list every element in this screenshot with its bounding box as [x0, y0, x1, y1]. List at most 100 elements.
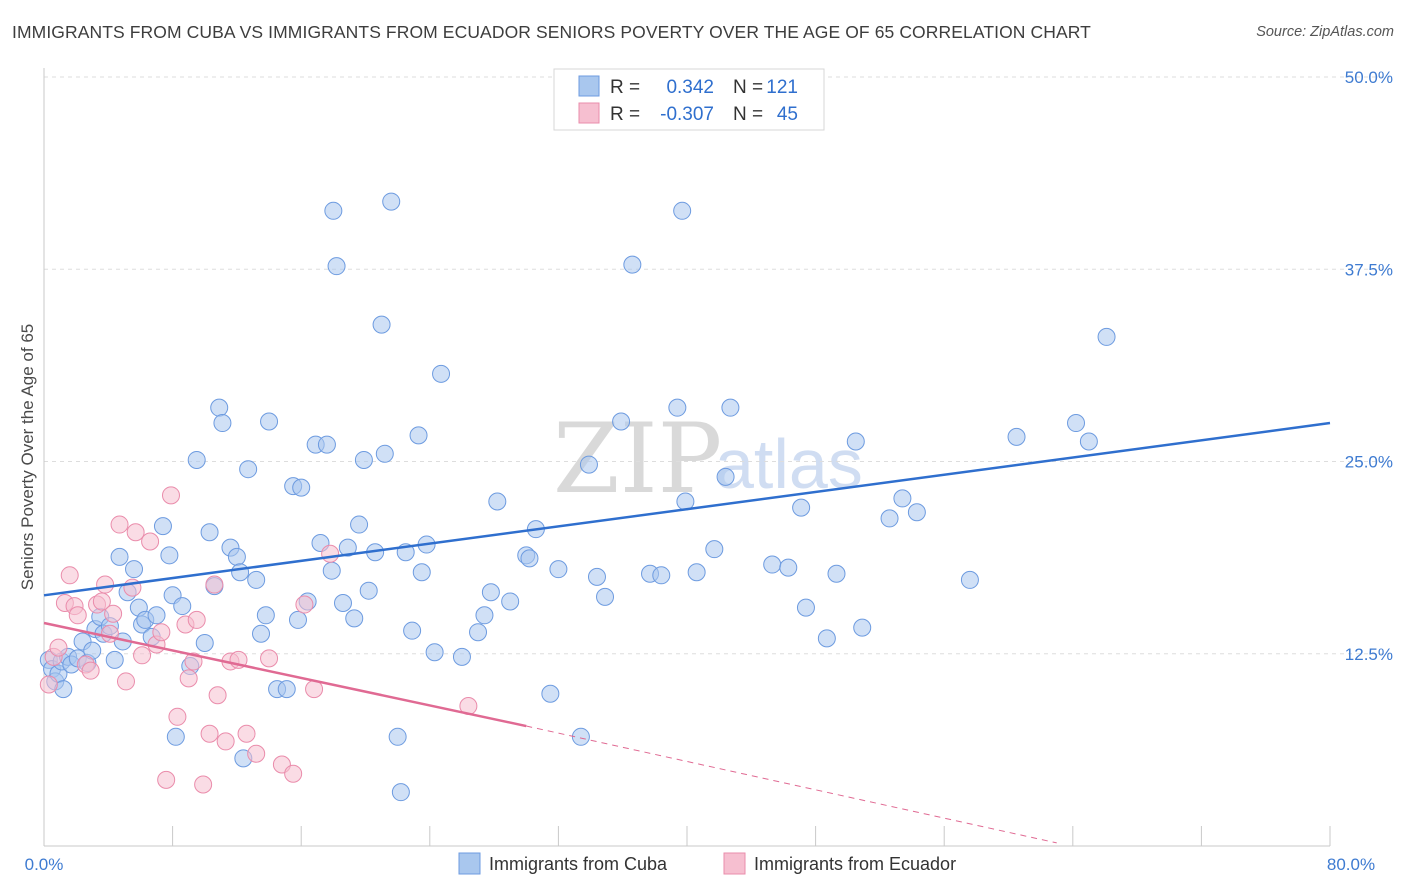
legend-r-label-cuba: R =	[610, 77, 640, 98]
cuba-point	[247, 570, 266, 589]
y-tick-label: 50.0%	[1345, 68, 1393, 87]
legend-swatch-ecuador	[578, 102, 600, 124]
source-label: Source: ZipAtlas.com	[1256, 24, 1394, 40]
cuba-point	[827, 564, 846, 583]
cuba-point	[960, 570, 979, 589]
cuba-point	[687, 563, 706, 582]
legend-r-value-cuba: 0.342	[666, 77, 714, 98]
ecuador-point	[208, 686, 227, 705]
cuba-point	[388, 727, 407, 746]
cuba-point	[153, 517, 172, 536]
cuba-point	[668, 398, 687, 417]
cuba-point	[425, 643, 444, 662]
cuba-point	[288, 610, 307, 629]
cuba-point	[166, 727, 185, 746]
cuba-point	[817, 629, 836, 648]
cuba-point	[375, 444, 394, 463]
x-tick-label-max: 80.0%	[1327, 855, 1375, 874]
chart-title: IMMIGRANTS FROM CUBA VS IMMIGRANTS FROM …	[12, 22, 1091, 42]
cuba-point	[187, 450, 206, 469]
cuba-point	[469, 623, 488, 642]
watermark: ZIP atlas	[553, 403, 863, 515]
ecuador-point	[116, 672, 135, 691]
y-tick-label: 12.5%	[1345, 645, 1393, 664]
ecuador-point	[152, 623, 171, 642]
legend-n-value-ecuador: 45	[777, 104, 798, 125]
legend-r-value-ecuador: -0.307	[660, 104, 714, 125]
cuba-point	[520, 549, 539, 568]
ecuador-point	[161, 486, 180, 505]
ecuador-point	[205, 575, 224, 594]
cuba-point	[1079, 432, 1098, 451]
cuba-point	[125, 560, 144, 579]
cuba-point	[350, 515, 369, 534]
cuba-point	[587, 567, 606, 586]
cuba-point	[716, 467, 735, 486]
trend-lines	[43, 421, 1331, 844]
ecuador-point	[187, 610, 206, 629]
bottom-legend-swatch-ecuador	[723, 852, 746, 875]
cuba-point	[213, 414, 232, 433]
cuba-point	[763, 555, 782, 574]
ecuador-point	[194, 775, 213, 794]
ecuador-point	[260, 649, 279, 668]
bottom-legend-label-ecuador: Immigrants from Ecuador	[754, 854, 956, 874]
y-tick-label: 25.0%	[1345, 453, 1393, 472]
cuba-point	[501, 592, 520, 611]
y-tick-label: 37.5%	[1345, 260, 1393, 279]
ecuador-point	[104, 604, 123, 623]
cuba-point	[541, 684, 560, 703]
ecuador-point	[100, 624, 119, 643]
ecuador-point	[168, 707, 187, 726]
ecuador-point	[49, 638, 68, 657]
cuba-point	[160, 546, 179, 565]
cuba-point	[359, 581, 378, 600]
trend-line-ecuador	[43, 621, 527, 728]
ecuador-point	[110, 515, 129, 534]
legend-n-value-cuba: 121	[766, 77, 798, 98]
cuba-point	[853, 618, 872, 637]
bottom-legend-swatch-cuba	[458, 852, 481, 875]
x-tick-label-min: 0.0%	[25, 855, 64, 874]
ecuador-point	[216, 732, 235, 751]
watermark-atlas: atlas	[715, 425, 863, 503]
cuba-point	[256, 606, 275, 625]
cuba-point	[1067, 414, 1086, 433]
cuba-point	[596, 587, 615, 606]
cuba-point	[403, 621, 422, 640]
y-axis-label: Seniors Poverty Over the Age of 65	[18, 324, 37, 590]
cuba-point	[673, 201, 692, 220]
cuba-point	[452, 647, 471, 666]
cuba-point	[200, 523, 219, 542]
cuba-point	[652, 566, 671, 585]
cuba-point	[623, 255, 642, 274]
cuba-point	[324, 201, 343, 220]
ecuador-point	[157, 770, 176, 789]
cuba-point	[105, 650, 124, 669]
cuba-point	[1097, 327, 1116, 346]
cuba-point	[549, 560, 568, 579]
cuba-point	[792, 498, 811, 517]
cuba-point	[147, 606, 166, 625]
series-ecuador-points	[39, 486, 478, 794]
x-tick-marks	[43, 826, 1331, 846]
cuba-point	[779, 558, 798, 577]
ecuador-point	[295, 595, 314, 614]
cuba-point	[880, 509, 899, 528]
ecuador-point	[141, 532, 160, 551]
cuba-point	[252, 624, 271, 643]
cuba-point	[327, 257, 346, 276]
legend-n-label-ecuador: N =	[733, 104, 763, 125]
ecuador-point	[200, 724, 219, 743]
cuba-point	[354, 450, 373, 469]
legend-n-label-cuba: N =	[733, 77, 763, 98]
ecuador-point	[321, 544, 340, 563]
cuba-point	[391, 783, 410, 802]
cuba-point	[333, 593, 352, 612]
cuba-point	[412, 563, 431, 582]
ecuador-point	[284, 764, 303, 783]
cuba-point	[571, 727, 590, 746]
cuba-point	[893, 489, 912, 508]
trend-line-ecuador-extended	[526, 725, 1057, 844]
